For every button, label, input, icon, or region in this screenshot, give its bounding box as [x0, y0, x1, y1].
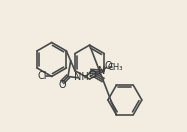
Text: CH₃: CH₃	[107, 63, 123, 72]
Text: O: O	[104, 61, 112, 71]
Text: Cl: Cl	[38, 71, 47, 81]
Text: NH: NH	[74, 72, 89, 82]
Text: O: O	[59, 80, 66, 90]
Text: O: O	[88, 70, 96, 80]
Text: N: N	[98, 66, 105, 76]
